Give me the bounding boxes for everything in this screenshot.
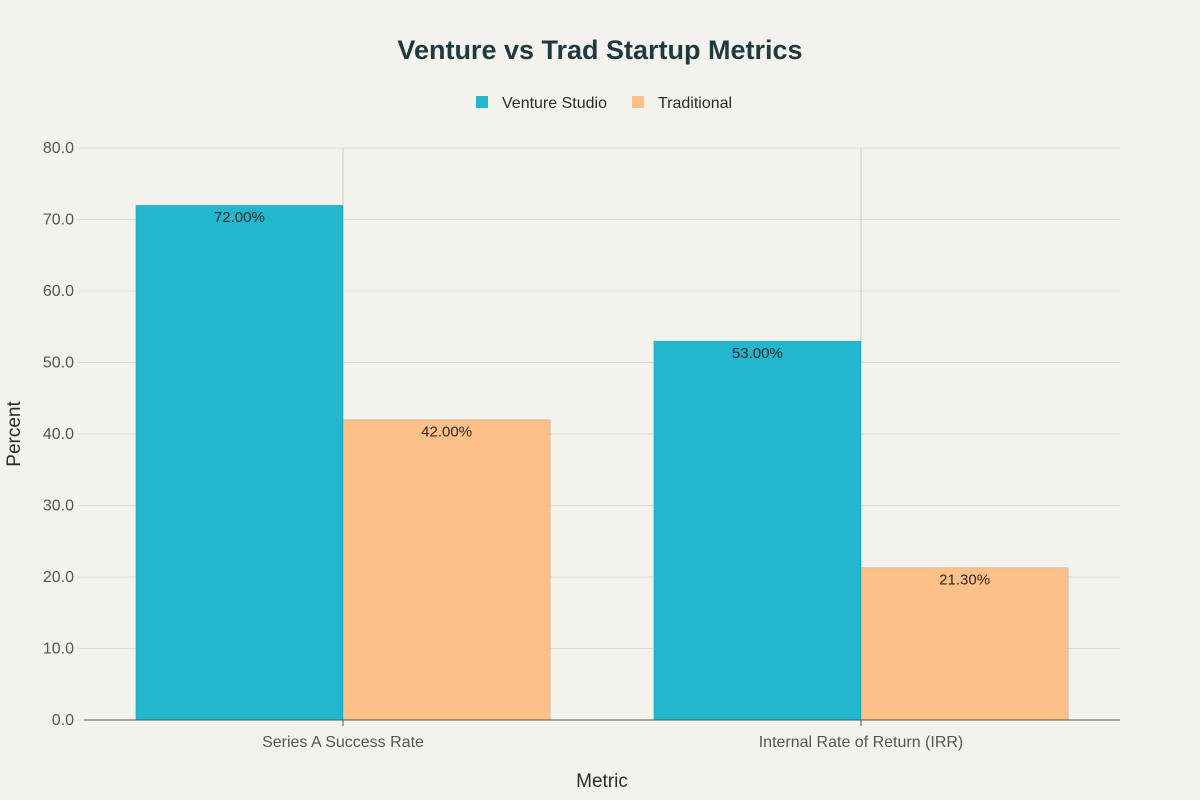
y-tick-label: 0.0 <box>52 712 74 729</box>
x-tick-label: Internal Rate of Return (IRR) <box>759 734 964 751</box>
y-tick-label: 20.0 <box>43 569 74 586</box>
x-axis-title: Metric <box>576 771 628 792</box>
y-tick-label: 50.0 <box>43 355 74 372</box>
bar-value-label: 21.30% <box>939 572 990 589</box>
legend-label-venture-studio: Venture Studio <box>502 95 607 112</box>
bar-value-label: 42.00% <box>421 424 472 441</box>
bar-value-labels: 72.00% 42.00% 53.00% 21.30% <box>214 209 990 589</box>
bar-traditional-0 <box>342 419 551 721</box>
y-axis-title: Percent <box>4 401 25 467</box>
y-tick-label: 60.0 <box>43 283 74 300</box>
x-tick-label: Series A Success Rate <box>262 734 424 751</box>
legend-swatch-traditional <box>632 96 644 108</box>
y-tick-label: 40.0 <box>43 426 74 443</box>
legend-label-traditional: Traditional <box>658 95 732 112</box>
bar-traditional-1 <box>860 567 1069 721</box>
x-axis: Series A Success Rate Internal Rate of Re… <box>84 719 1120 751</box>
bar-value-label: 72.00% <box>214 209 265 226</box>
legend: Venture Studio Traditional <box>476 95 732 112</box>
y-tick-label: 70.0 <box>43 212 74 229</box>
y-tick-label: 80.0 <box>43 140 74 157</box>
y-axis: 0.0 10.0 20.0 30.0 40.0 50.0 60.0 70.0 80.0 <box>43 140 84 729</box>
bar-value-label: 53.00% <box>732 345 783 362</box>
y-tick-label: 10.0 <box>43 641 74 658</box>
bars <box>135 204 1069 721</box>
chart-title: Venture vs Trad Startup Metrics <box>397 35 802 65</box>
bar-venture-studio-0 <box>135 204 344 721</box>
y-tick-label: 30.0 <box>43 498 74 515</box>
bar-venture-studio-1 <box>653 340 862 721</box>
legend-swatch-venture-studio <box>476 96 488 108</box>
